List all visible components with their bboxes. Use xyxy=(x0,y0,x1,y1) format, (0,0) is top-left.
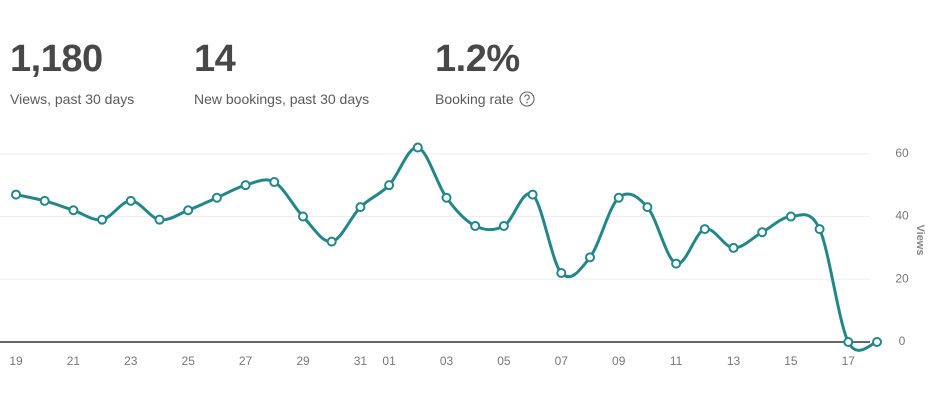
point xyxy=(585,252,595,263)
x-tick-label: 25 xyxy=(182,354,196,368)
x-tick-label: 31 xyxy=(354,354,368,368)
x-tick-label: 17 xyxy=(842,354,856,368)
y-axis-label: Views xyxy=(914,225,926,256)
y-tick-label: 0 xyxy=(899,334,906,348)
point xyxy=(68,205,79,216)
point xyxy=(298,211,308,222)
point xyxy=(728,242,739,253)
stat-label: Booking rate xyxy=(435,91,535,107)
stat-value: 1.2% xyxy=(435,38,520,80)
line xyxy=(15,146,878,352)
point xyxy=(154,214,165,225)
stat-label-text: Views, past 30 days xyxy=(10,91,135,107)
y-tick-label: 20 xyxy=(895,271,909,285)
point xyxy=(125,195,136,206)
point xyxy=(785,211,796,222)
x-tick-label: 21 xyxy=(67,354,81,368)
y-tick-label: 60 xyxy=(895,146,909,160)
x-tick-label: 29 xyxy=(296,354,310,368)
x-tick-label: 15 xyxy=(784,354,798,368)
point xyxy=(498,220,509,231)
point xyxy=(757,227,768,238)
x-tick-label: 09 xyxy=(612,354,626,368)
stat: 14 New bookings, past 30 days xyxy=(194,38,369,107)
stats: 1,180 Views, past 30 days 14 New booking… xyxy=(0,0,930,120)
x-tick-label: 13 xyxy=(727,354,741,368)
point xyxy=(412,142,423,153)
stat-value: 14 xyxy=(194,38,236,80)
x-tick-label: 19 xyxy=(9,354,23,368)
point xyxy=(97,214,108,225)
point xyxy=(441,192,452,203)
point xyxy=(355,202,366,213)
point xyxy=(269,177,280,188)
point xyxy=(240,180,251,191)
stat-label-text: Booking rate xyxy=(435,91,514,107)
y-tick-label: 40 xyxy=(895,209,909,223)
point xyxy=(39,195,50,206)
point xyxy=(671,258,682,269)
x-tick-label: 27 xyxy=(239,354,253,368)
point xyxy=(699,224,710,235)
point xyxy=(613,192,624,203)
stat: 1,180 Views, past 30 days xyxy=(10,38,134,107)
point xyxy=(556,268,567,278)
point xyxy=(843,337,854,347)
point xyxy=(814,224,825,235)
point xyxy=(872,337,882,347)
help-icon[interactable] xyxy=(519,91,535,107)
x-tick-label: 11 xyxy=(670,354,683,368)
x-tick-label: 05 xyxy=(497,354,511,368)
point xyxy=(384,180,395,191)
point xyxy=(527,189,538,200)
point xyxy=(326,236,337,247)
point xyxy=(211,192,222,203)
stat-value: 1,180 xyxy=(10,38,103,80)
point xyxy=(183,205,194,216)
point xyxy=(642,202,653,213)
x-tick-label: 01 xyxy=(382,354,396,368)
stat-label: New bookings, past 30 days xyxy=(194,91,369,107)
x-tick-label: 07 xyxy=(555,354,569,368)
stat-label-text: New bookings, past 30 days xyxy=(194,91,370,107)
x-tick-label: 03 xyxy=(440,354,454,368)
stat-label: Views, past 30 days xyxy=(10,91,134,107)
point xyxy=(470,220,481,231)
point xyxy=(11,189,21,200)
stat: 1.2% Booking rate xyxy=(435,38,535,107)
x-tick-label: 23 xyxy=(124,354,138,368)
